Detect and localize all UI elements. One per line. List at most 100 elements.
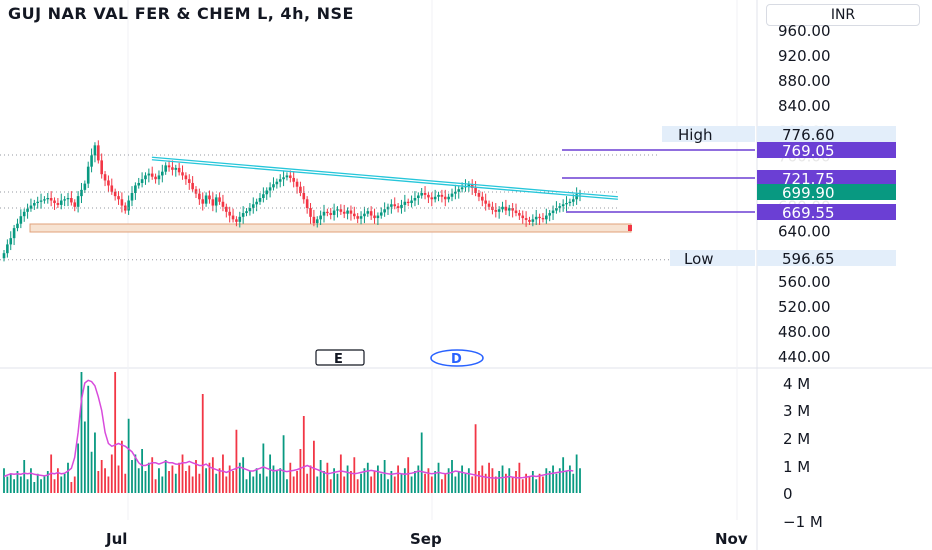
candle-body: [120, 199, 124, 206]
volume-bar: [73, 476, 76, 493]
candle-body: [437, 194, 440, 197]
volume-bar: [464, 473, 467, 493]
candle-body: [305, 199, 309, 209]
candle-body: [326, 211, 329, 214]
volume-tick-label: 4 M: [783, 375, 810, 393]
candle-body: [417, 195, 420, 199]
volume-bar: [508, 468, 511, 493]
volume-bar: [100, 460, 103, 493]
currency-selector[interactable]: INR: [766, 4, 920, 26]
candle-body: [322, 211, 326, 216]
candle-body: [289, 175, 292, 178]
volume-bar: [579, 468, 581, 493]
candle-body: [447, 196, 450, 200]
volume-bar: [286, 479, 288, 493]
candle-body: [184, 175, 188, 180]
volume-bar: [279, 468, 282, 493]
volume-bar: [215, 473, 218, 493]
candle-body: [433, 196, 437, 200]
candle-body: [26, 208, 29, 212]
volume-bar: [457, 471, 460, 493]
candle-body: [353, 213, 356, 217]
volume-bar: [43, 476, 46, 493]
volume-bar: [312, 440, 315, 493]
candle-body: [467, 184, 471, 187]
volume-bar: [504, 473, 507, 493]
candle-body: [134, 185, 137, 193]
volume-bar: [360, 473, 362, 493]
candle-body: [423, 193, 427, 195]
candle-body: [140, 179, 144, 183]
candle-body: [339, 209, 343, 212]
candle-body: [97, 145, 100, 161]
volume-bar: [444, 473, 447, 493]
drawings-layer: [0, 149, 755, 261]
candle-body: [443, 196, 447, 200]
candle-body: [107, 180, 110, 186]
volume-bar: [481, 465, 484, 493]
volume-bar: [137, 468, 140, 493]
candle-body: [6, 244, 9, 254]
volume-bar: [380, 473, 383, 493]
volume-bar: [87, 385, 90, 493]
dividend-badge[interactable]: [430, 349, 484, 367]
candle-body: [53, 200, 56, 204]
candle-body: [484, 200, 487, 204]
volume-bar: [245, 479, 248, 493]
volume-bar: [333, 468, 336, 493]
volume-bar: [498, 471, 501, 493]
candle-body: [147, 173, 151, 176]
volume-bar: [171, 465, 174, 493]
volume-bar: [94, 432, 96, 493]
volume-bar: [515, 471, 517, 493]
trendline: [151, 159, 618, 200]
volume-bar: [373, 471, 376, 493]
volume-bar: [120, 440, 123, 493]
candle-body: [531, 219, 535, 222]
candle-body: [93, 145, 97, 156]
low-value-box: [757, 250, 896, 266]
price-tick-label: 480.00: [778, 323, 831, 341]
candle-body: [63, 199, 66, 201]
volume-bar: [434, 471, 437, 493]
high-marker-label: High: [678, 126, 712, 144]
candle-body: [285, 175, 289, 178]
candle-body: [481, 196, 484, 201]
volume-bar: [424, 473, 426, 493]
candle-body: [167, 165, 171, 168]
earnings-badge[interactable]: [315, 349, 365, 366]
volume-bar: [198, 473, 201, 493]
candle-body: [177, 167, 181, 173]
volume-bar: [184, 471, 187, 493]
candle-body: [396, 206, 400, 209]
candle-body: [309, 208, 312, 217]
volume-bar: [269, 454, 272, 493]
volume-bar: [296, 471, 298, 493]
candle-body: [70, 198, 73, 203]
volume-bar: [289, 462, 292, 493]
volume-bar: [19, 476, 22, 493]
candle-body: [565, 203, 568, 205]
high-marker-box: [662, 126, 755, 142]
volume-bar: [572, 473, 575, 493]
candle-body: [161, 171, 164, 176]
candle-body: [521, 215, 525, 219]
volume-bar: [451, 460, 453, 493]
volume-bar: [323, 471, 325, 493]
candle-body: [292, 177, 295, 182]
volume-bar: [191, 476, 194, 493]
candle-body: [457, 189, 461, 192]
volume-bar: [414, 471, 416, 493]
volume-bar: [56, 468, 59, 493]
volume-bar: [164, 460, 167, 493]
candle-body: [130, 193, 134, 201]
volume-bar: [568, 465, 571, 493]
price-label-text: 669.55: [782, 204, 835, 222]
volume-bar: [440, 479, 443, 493]
volume-bar: [454, 476, 457, 493]
support-zone-layer: [29, 223, 632, 233]
volume-bar: [366, 462, 369, 493]
candle-body: [19, 216, 23, 224]
